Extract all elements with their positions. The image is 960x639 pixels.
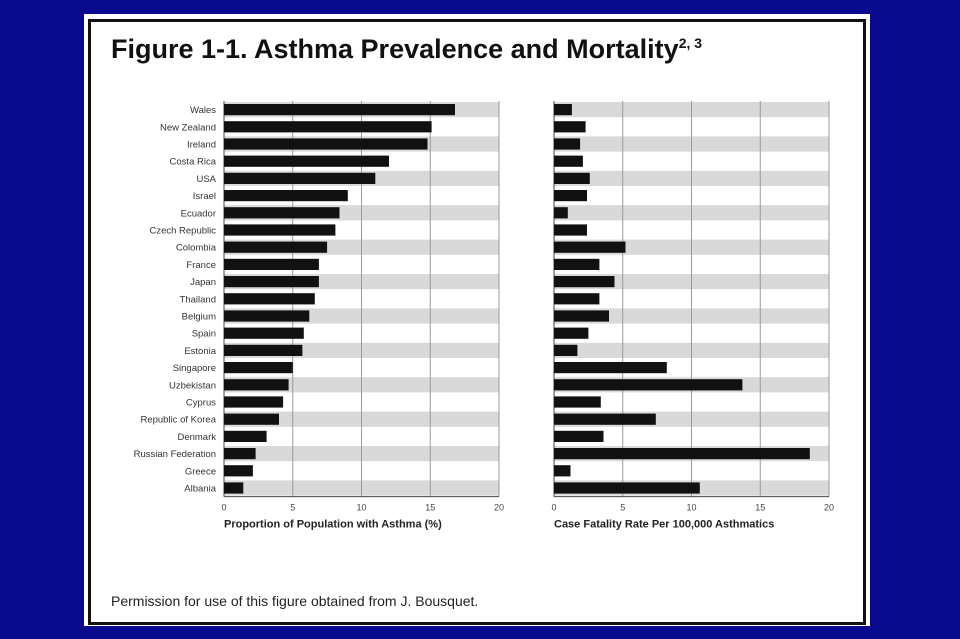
bar-cyprus xyxy=(554,396,601,408)
category-label: Uzbekistan xyxy=(169,380,216,391)
bar-colombia xyxy=(224,241,328,253)
bar-denmark xyxy=(224,430,267,442)
bar-spain xyxy=(554,327,589,339)
figure-title-text: Figure 1-1. Asthma Prevalence and Mortal… xyxy=(111,34,679,64)
chart-frame: Wales New Zealand Ireland Costa Rica USA Isra… xyxy=(88,82,866,625)
category-label: Singapore xyxy=(173,363,216,374)
permission-footnote: Permission for use of this figure obtain… xyxy=(111,593,479,609)
chart-canvas: Wales New Zealand Ireland Costa Rica USA Isra… xyxy=(134,101,834,531)
bar-belgium xyxy=(554,310,609,322)
bar-spain xyxy=(224,327,304,339)
bar-thailand xyxy=(224,293,315,305)
bar-costa-rica xyxy=(554,155,583,167)
bar-new-zealand xyxy=(224,121,432,133)
bar-new-zealand xyxy=(554,121,586,133)
bar-japan xyxy=(224,276,319,288)
x-tick-label: 10 xyxy=(356,503,366,513)
title-box: Figure 1-1. Asthma Prevalence and Mortal… xyxy=(88,19,866,85)
x-tick-label: 5 xyxy=(620,503,625,513)
x-tick-label: 20 xyxy=(824,503,834,513)
x-axis-title: Proportion of Population with Asthma (%) xyxy=(224,519,442,531)
bar-greece xyxy=(224,465,253,477)
category-label: New Zealand xyxy=(160,122,216,133)
bar-greece xyxy=(554,465,571,477)
bar-albania xyxy=(224,482,244,494)
category-label: Ecuador xyxy=(181,208,216,219)
bar-republic-of-korea xyxy=(554,413,656,425)
bar-czech-republic xyxy=(224,224,336,236)
bar-wales xyxy=(554,104,572,116)
bar-cyprus xyxy=(224,396,284,408)
bar-republic-of-korea xyxy=(224,413,279,425)
x-tick-label: 0 xyxy=(221,503,226,513)
category-label: Cyprus xyxy=(186,398,216,409)
x-tick-label: 0 xyxy=(551,503,556,513)
bar-ecuador xyxy=(224,207,340,219)
bar-ireland xyxy=(224,138,428,150)
category-label: USA xyxy=(196,174,216,185)
bar-usa xyxy=(554,172,590,184)
category-label: Belgium xyxy=(182,312,216,323)
bar-israel xyxy=(224,190,348,202)
bar-albania xyxy=(554,482,700,494)
category-label: Spain xyxy=(192,329,216,340)
bar-france xyxy=(224,258,319,270)
category-label: Denmark xyxy=(177,432,216,443)
category-label: Costa Rica xyxy=(170,157,217,168)
bar-estonia xyxy=(224,344,303,356)
bar-colombia xyxy=(554,241,626,253)
bar-ireland xyxy=(554,138,581,150)
bar-ecuador xyxy=(554,207,568,219)
x-tick-label: 5 xyxy=(290,503,295,513)
category-label: Thailand xyxy=(180,294,216,305)
bar-costa-rica xyxy=(224,155,389,167)
category-label: Wales xyxy=(190,105,216,116)
category-label: France xyxy=(186,260,216,271)
x-tick-label: 15 xyxy=(425,503,435,513)
bar-israel xyxy=(554,190,587,202)
bar-wales xyxy=(224,104,455,116)
category-label: Albania xyxy=(184,484,216,495)
category-label: Republic of Korea xyxy=(140,415,216,426)
category-label: Japan xyxy=(190,277,216,288)
x-tick-label: 10 xyxy=(686,503,696,513)
bar-singapore xyxy=(554,362,667,374)
category-label: Israel xyxy=(193,191,216,202)
x-axis-title: Case Fatality Rate Per 100,000 Asthmatic… xyxy=(554,519,774,531)
bar-usa xyxy=(224,172,376,184)
category-label: Estonia xyxy=(184,346,216,357)
x-tick-label: 15 xyxy=(755,503,765,513)
bar-singapore xyxy=(224,362,293,374)
category-label: Colombia xyxy=(176,243,217,254)
bar-france xyxy=(554,258,600,270)
category-label: Czech Republic xyxy=(149,226,216,237)
category-label: Russian Federation xyxy=(134,449,216,460)
bar-estonia xyxy=(554,344,578,356)
bar-belgium xyxy=(224,310,310,322)
bar-russian-federation xyxy=(554,448,810,460)
category-label: Ireland xyxy=(187,140,216,151)
bar-russian-federation xyxy=(224,448,256,460)
bar-czech-republic xyxy=(554,224,587,236)
bar-japan xyxy=(554,276,615,288)
bar-denmark xyxy=(554,430,604,442)
figure-title-refs: 2, 3 xyxy=(678,35,703,51)
x-tick-label: 20 xyxy=(494,503,504,513)
bar-uzbekistan xyxy=(554,379,743,391)
bar-uzbekistan xyxy=(224,379,289,391)
figure-title: Figure 1-1. Asthma Prevalence and Mortal… xyxy=(111,34,702,65)
slide: Figure 1-1. Asthma Prevalence and Mortal… xyxy=(84,14,870,626)
bar-thailand xyxy=(554,293,600,305)
category-label: Greece xyxy=(185,466,216,477)
